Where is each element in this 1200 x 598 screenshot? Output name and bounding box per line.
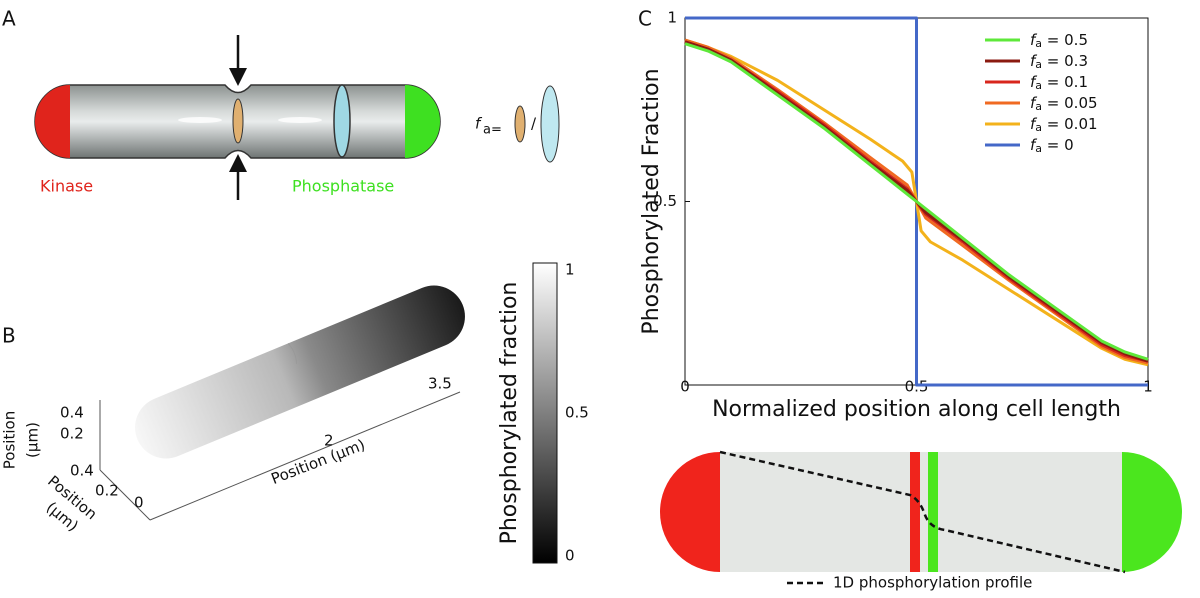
fa-prefix: a= [483, 123, 502, 138]
y-axis-label: (µm) [24, 422, 42, 458]
y-axis-label: Position [1, 411, 19, 469]
y-tick-label: 0.5 [653, 192, 677, 210]
legend-label: fa = 0.01 [1030, 115, 1098, 135]
panel-label: B [2, 324, 16, 348]
y-axis-label: Phosphorylated Fraction [639, 68, 664, 334]
x-tick-label: 0 [680, 378, 690, 396]
colorbar-label: Phosphorylated fraction [497, 282, 522, 545]
y-tick-label: 0.4 [60, 404, 84, 422]
panel-label: A [2, 7, 16, 31]
x-tick-label: 2 [324, 432, 334, 450]
legend-label: fa = 0.5 [1030, 31, 1088, 51]
y-tick-label: 1 [667, 9, 677, 27]
legend-label: fa = 0.3 [1030, 52, 1088, 72]
panel-label: C [638, 7, 652, 31]
x-tick-label: 0 [134, 494, 144, 512]
rod-3d [99, 285, 465, 521]
legend-label: 1D phosphorylation profile [833, 574, 1032, 592]
x-axis-label: Normalized position along cell length [712, 397, 1121, 422]
kinase-label: Kinase [40, 177, 93, 196]
legend-label: fa = 0 [1030, 136, 1074, 156]
colorbar-tick: 0.5 [565, 404, 589, 422]
cell-d [660, 450, 1182, 585]
z-tick-label: 0.2 [95, 482, 119, 500]
colorbar [532, 262, 558, 564]
ratio-sign: / [531, 115, 537, 133]
colorbar-tick: 0 [565, 547, 575, 565]
colorbar-tick: 1 [565, 261, 575, 279]
x-tick-label: 3.5 [428, 375, 452, 393]
series-line [684, 42, 1149, 361]
legend-label: fa = 0.05 [1030, 94, 1098, 114]
cell-a [34, 35, 560, 200]
legend-label: fa = 0.1 [1030, 73, 1088, 93]
y-tick-label: 0.2 [60, 425, 84, 443]
phosphatase-label: Phosphatase [292, 177, 394, 196]
x-axis-label: Position (µm) [269, 436, 368, 488]
fa-symbol: f [475, 115, 483, 133]
z-tick-label: 0.4 [70, 462, 94, 480]
